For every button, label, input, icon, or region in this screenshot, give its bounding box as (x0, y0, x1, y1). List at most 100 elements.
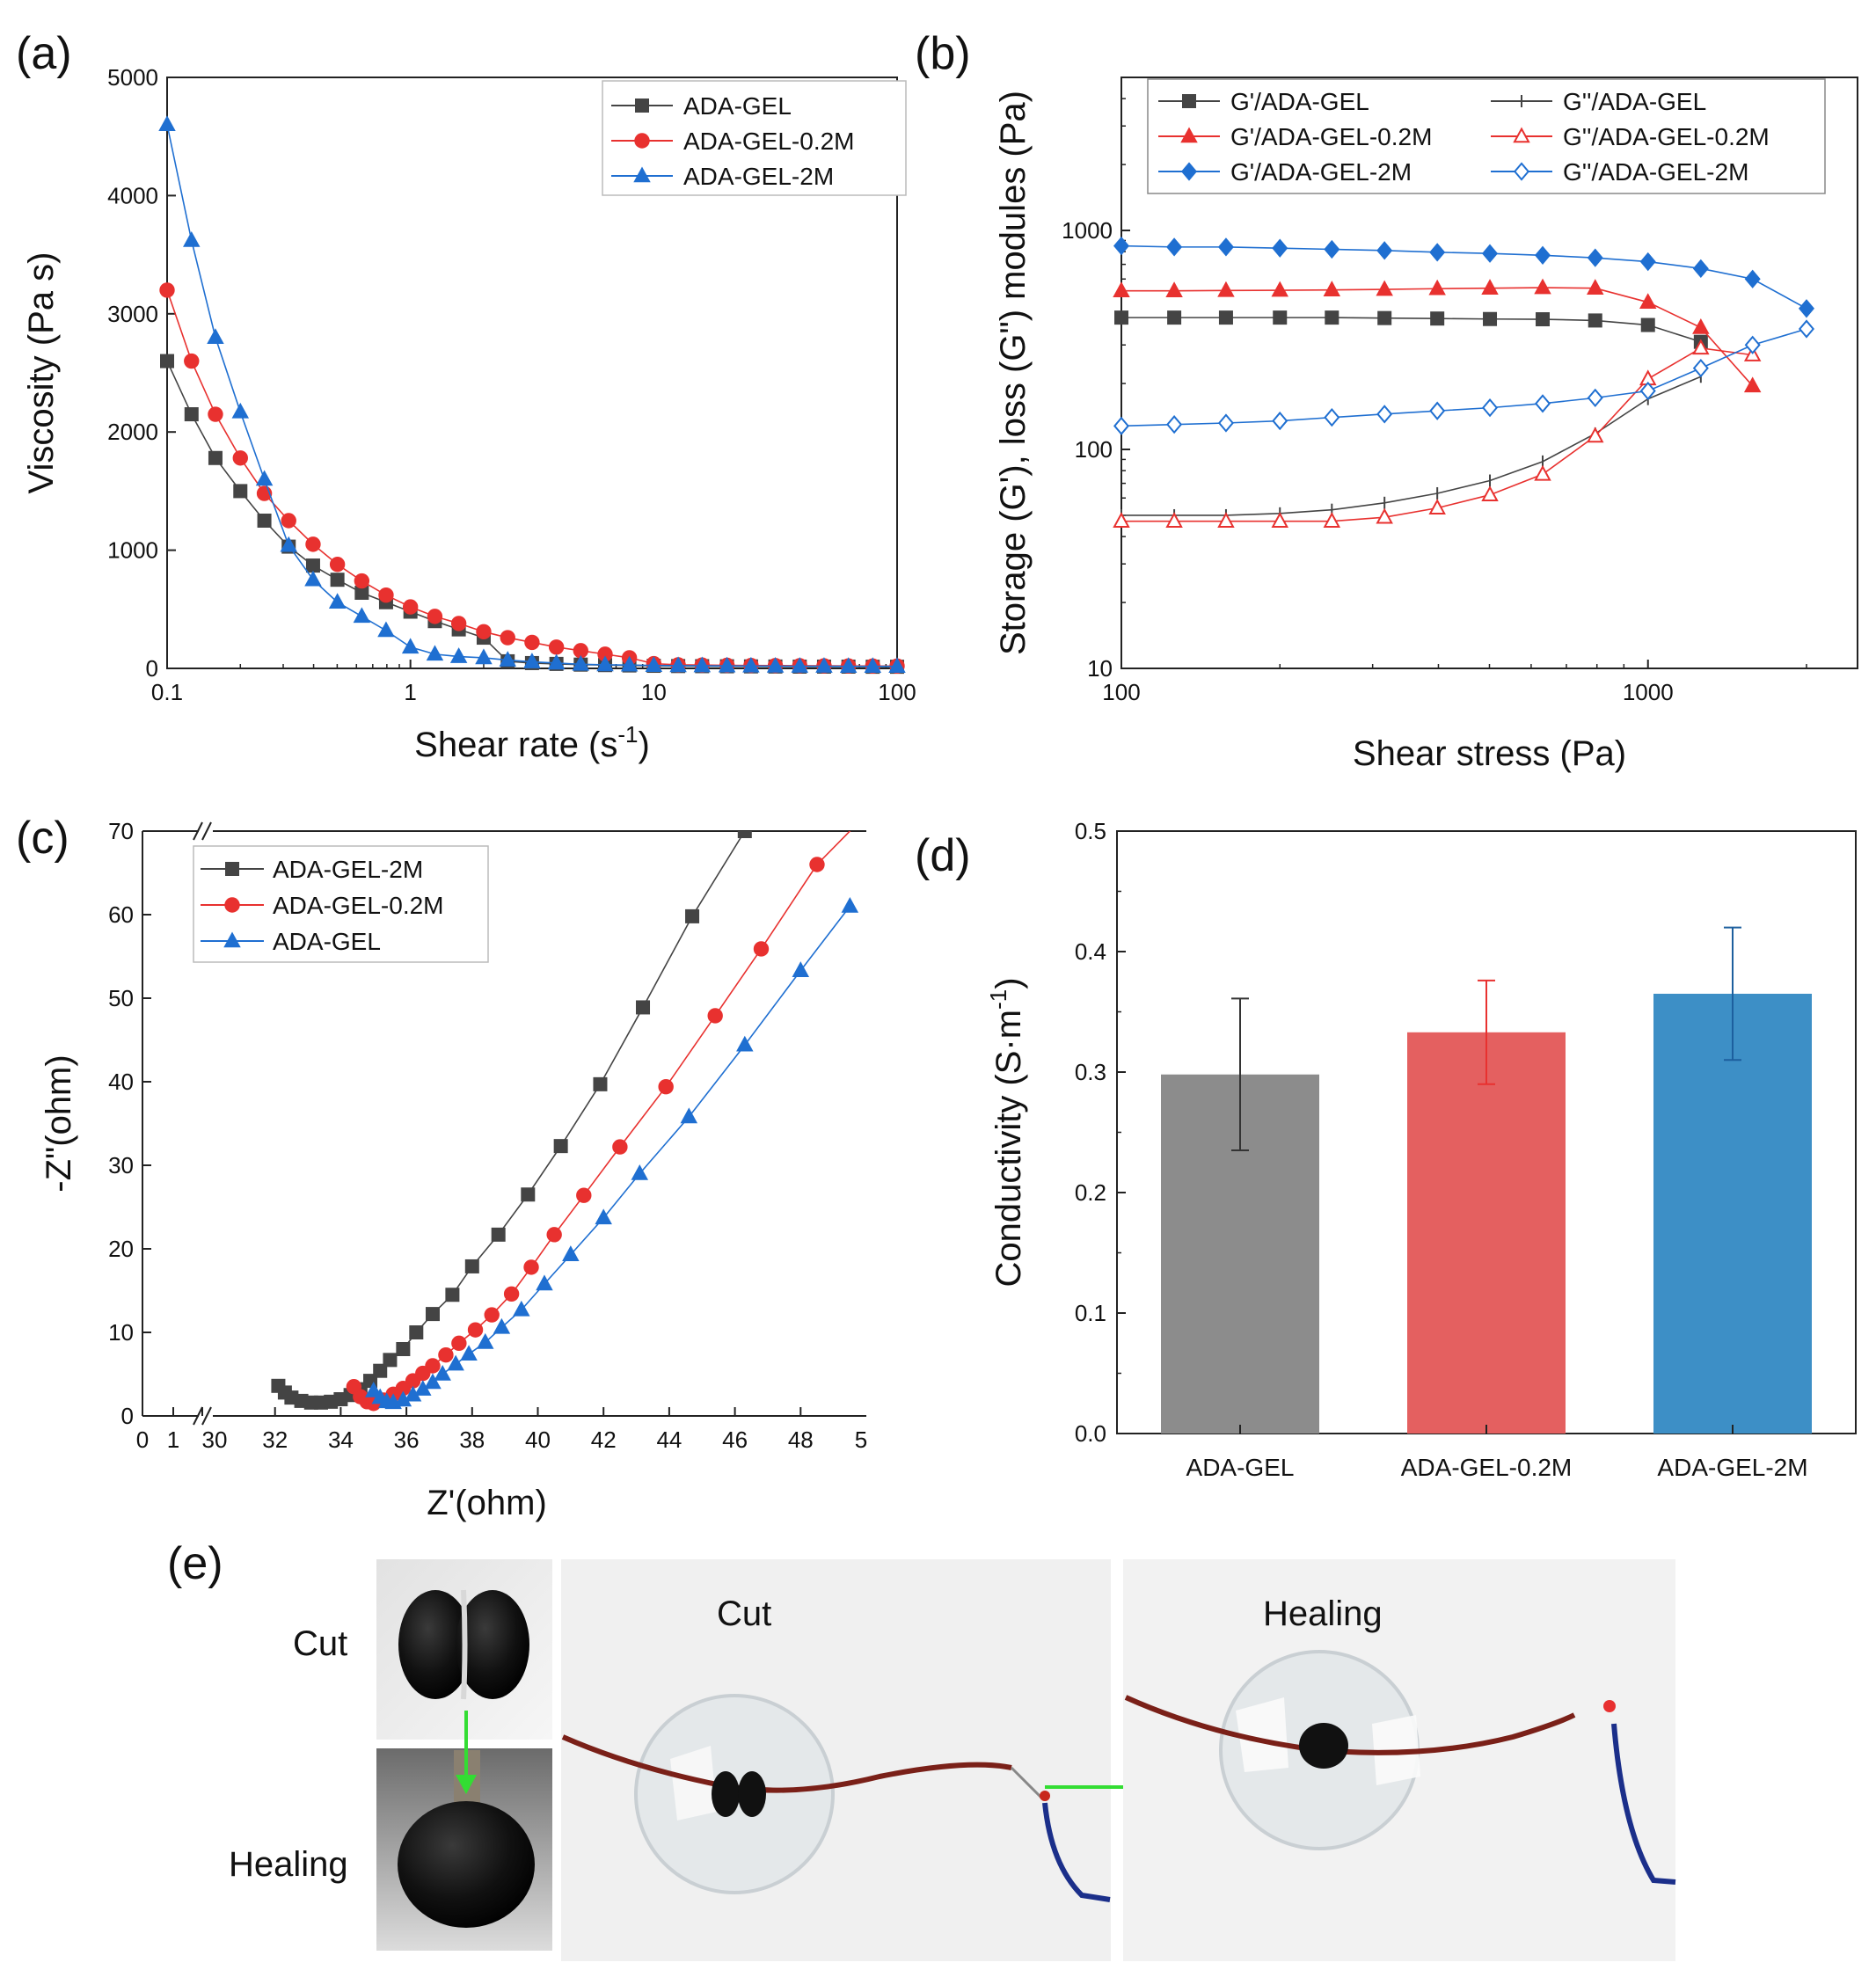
data-point (792, 961, 810, 977)
panel-label-c: (c) (16, 813, 69, 864)
data-point (424, 1373, 442, 1390)
data-point (1273, 310, 1288, 325)
legend-label: G''/ADA-GEL-0.2M (1563, 123, 1770, 150)
y-axis-label: Conductivity (S·m-1) (985, 977, 1028, 1287)
data-point (742, 656, 760, 673)
data-point (1376, 507, 1393, 524)
photo-healing-caption: Healing (1263, 1594, 1383, 1633)
data-point (1428, 279, 1446, 296)
x-tick-edge-label: 5 (855, 1426, 867, 1453)
data-point (1692, 339, 1710, 355)
data-point (383, 1353, 398, 1368)
x-tick-label: 1000 (1623, 679, 1674, 705)
data-point (1744, 269, 1761, 288)
data-point (1165, 281, 1183, 297)
legend-marker (633, 166, 651, 183)
legend-label: ADA-GEL-2M (273, 856, 423, 883)
data-point (685, 908, 700, 923)
data-point (536, 1274, 553, 1291)
data-point (305, 558, 320, 573)
x-axis-label-sup: -1 (617, 721, 638, 748)
data-point (255, 470, 274, 486)
panel-e: Cut Healing (229, 1559, 1676, 1961)
data-point (1376, 280, 1393, 296)
x-axis-label: Shear rate (s-1) (414, 721, 650, 764)
x-axis-label: Z'(ohm) (427, 1484, 547, 1522)
data-point (839, 657, 858, 674)
data-point (1481, 485, 1499, 502)
arrow-down-icon (456, 1711, 477, 1794)
y-tick-label: 0.0 (1075, 1420, 1106, 1447)
x-tick-label: 38 (459, 1426, 485, 1453)
y-tick-label: 60 (108, 901, 134, 928)
data-point (1324, 407, 1340, 427)
data-point (1324, 239, 1340, 259)
data-point (208, 450, 223, 465)
x-tick-label: 1 (404, 679, 416, 705)
bar (1653, 993, 1812, 1434)
data-point (447, 1354, 464, 1371)
data-point (1587, 279, 1604, 295)
data-point (438, 1346, 454, 1363)
data-point (631, 1164, 649, 1180)
y-tick-label: 1000 (1062, 217, 1113, 244)
data-point (1482, 398, 1499, 418)
data-point (425, 1358, 441, 1374)
panel-label-a: (a) (16, 28, 72, 79)
data-point (207, 328, 224, 344)
chart-d-conductivity: 0.0 0.1 0.2 0.3 0.4 0.5 Conductivity (S·m-1) AD… (985, 818, 1857, 1481)
data-point (1218, 310, 1233, 325)
data-point (354, 573, 370, 589)
data-point (645, 656, 663, 672)
data-point (305, 536, 321, 552)
data-point (445, 1288, 460, 1302)
data-point (546, 1227, 562, 1243)
data-point (620, 655, 639, 672)
y-tick-label: 5000 (107, 64, 158, 91)
axis-break-mark (193, 821, 203, 841)
data-point (1536, 312, 1551, 327)
data-point (1692, 358, 1709, 378)
data-point (864, 657, 882, 674)
legend-marker (1513, 127, 1530, 143)
legend-label: ADA-GEL (683, 92, 792, 120)
data-point (231, 402, 250, 419)
data-point (183, 230, 201, 247)
photo-gel-cut (376, 1559, 552, 1740)
y-tick-label: 0.4 (1075, 938, 1106, 965)
data-point (1113, 416, 1130, 435)
axis-break-mark (201, 821, 212, 841)
x-axis-label: Shear stress (Pa) (1353, 734, 1626, 773)
data-point (232, 450, 248, 466)
data-point (553, 1139, 568, 1154)
data-point (1639, 252, 1656, 272)
bar (1407, 1032, 1566, 1434)
data-point (521, 1187, 536, 1202)
data-point (524, 634, 540, 651)
data-point (1744, 335, 1761, 354)
data-point (378, 587, 394, 603)
data-point (1692, 318, 1710, 334)
data-point (451, 1335, 467, 1352)
data-point (184, 407, 199, 422)
label-healing-small: Healing (229, 1845, 348, 1884)
data-point (753, 941, 770, 957)
data-point (449, 647, 468, 663)
data-point (791, 657, 809, 673)
data-point (503, 1286, 520, 1302)
data-point (595, 1208, 612, 1225)
photo-circuit-healing: Healing (1123, 1559, 1676, 1961)
y-tick-label: 3000 (107, 301, 158, 327)
data-point (547, 653, 566, 670)
data-point (491, 1227, 506, 1242)
data-point (377, 621, 395, 638)
x-break-tick-label: 1 (167, 1426, 179, 1453)
data-point (1430, 311, 1445, 326)
x-tick-label: 36 (394, 1426, 420, 1453)
data-point (1377, 310, 1392, 325)
data-point (460, 1345, 478, 1361)
data-point (1113, 236, 1130, 256)
data-point (1166, 237, 1183, 257)
data-point (434, 1365, 451, 1381)
data-point (426, 645, 444, 661)
